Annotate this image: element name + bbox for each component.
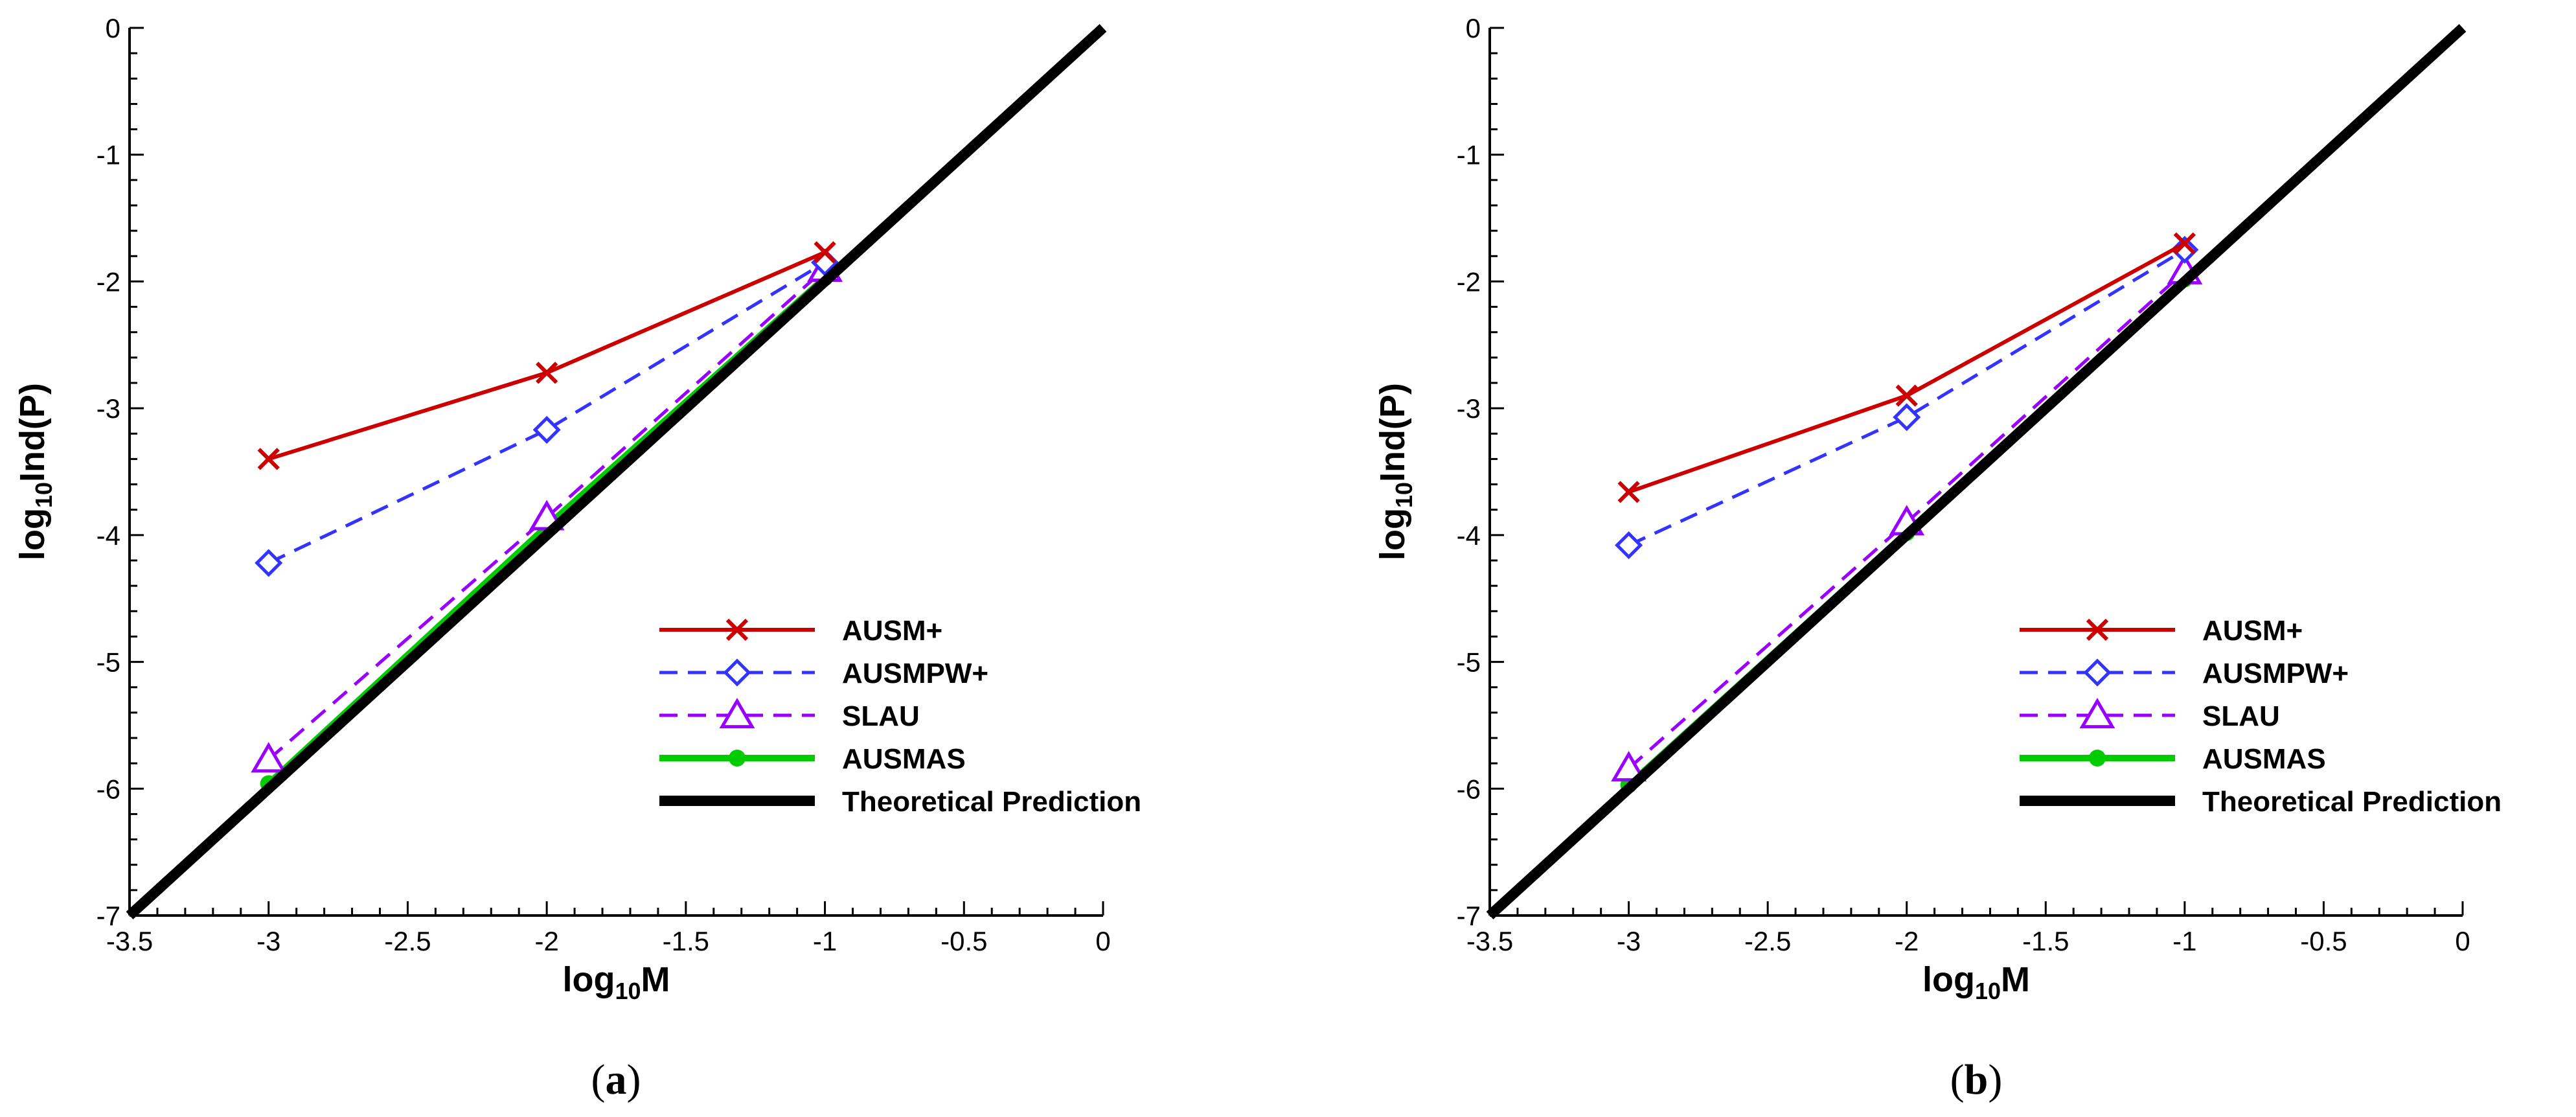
y-tick-label: -4 bbox=[1457, 520, 1481, 551]
y-tick-label: 0 bbox=[1466, 13, 1481, 43]
data-point-ausm bbox=[2173, 232, 2196, 255]
legend-marker-ausmpw bbox=[2083, 658, 2112, 687]
data-point-ausm bbox=[1895, 384, 1918, 407]
x-tick-label: 0 bbox=[1095, 926, 1110, 956]
x-tick-label: -1.5 bbox=[2022, 926, 2069, 956]
legend-marker-ausmpw bbox=[723, 658, 751, 687]
x-tick-label: -3 bbox=[1617, 926, 1641, 956]
legend: AUSM+ AUSMPW+ SLAU AUSMAS Theoretical Predic… bbox=[659, 615, 1141, 818]
legend-marker-ausmas bbox=[2089, 750, 2106, 766]
data-point-slau bbox=[251, 742, 287, 773]
y-tick-label: -2 bbox=[1457, 266, 1481, 297]
legend-label-theoretical-prediction: Theoretical Prediction bbox=[2202, 786, 2502, 818]
series-line-slau bbox=[268, 267, 826, 761]
y-tick-label: -7 bbox=[97, 901, 120, 931]
legend-marker-slau bbox=[2079, 698, 2115, 729]
y-tick-label: -6 bbox=[1457, 774, 1481, 804]
x-tick-label: -2.5 bbox=[1744, 926, 1791, 956]
series-line-theoretical-prediction bbox=[1486, 24, 2467, 919]
legend-label-theoretical-prediction: Theoretical Prediction bbox=[842, 786, 1141, 818]
legend-label-ausm: AUSM+ bbox=[2202, 615, 2303, 647]
data-point-ausmpw bbox=[1615, 531, 1643, 560]
y-tick-label: -1 bbox=[1457, 140, 1481, 170]
x-tick-label: -3.5 bbox=[1466, 926, 1513, 956]
x-tick-label: -2 bbox=[534, 926, 558, 956]
x-tick-label: -1 bbox=[813, 926, 837, 956]
legend-marker-ausm bbox=[725, 618, 749, 641]
y-tick-label: -7 bbox=[1457, 901, 1481, 931]
x-tick-label: -2.5 bbox=[384, 926, 431, 956]
x-tick-label: -2 bbox=[1895, 926, 1919, 956]
x-tick-label: -0.5 bbox=[2300, 926, 2347, 956]
y-axis-title: log10Ind(P) bbox=[1373, 383, 1417, 560]
data-point-ausmpw bbox=[1893, 403, 1921, 432]
legend-label-slau: SLAU bbox=[842, 700, 920, 732]
x-axis-title: log10M bbox=[1922, 960, 2030, 1004]
x-tick-label: -1.5 bbox=[663, 926, 709, 956]
series-line-theoretical-prediction bbox=[126, 24, 1107, 919]
chart-panel-a: 0 -1 -2 -3 -4 -5 -6 -7-3.5 -3 -2.5 -2 -1.5 -1 -0.5 0 lo… bbox=[13, 13, 1141, 1103]
y-tick-label: -3 bbox=[97, 393, 120, 424]
y-axis-title: log10Ind(P) bbox=[13, 383, 57, 560]
data-point-ausm bbox=[814, 241, 836, 264]
data-point-ausmpw bbox=[255, 549, 283, 577]
series-line-ausmpw bbox=[268, 260, 826, 565]
x-axis-title: log10M bbox=[562, 960, 670, 1004]
legend: AUSM+ AUSMPW+ SLAU AUSMAS Theoretical Predic… bbox=[2020, 615, 2502, 818]
y-tick-label: -2 bbox=[97, 266, 120, 297]
panel-label: (b) bbox=[1950, 1056, 2003, 1103]
legend-marker-ausm bbox=[2086, 618, 2109, 641]
x-tick-label: -1 bbox=[2172, 926, 2196, 956]
legend-label-slau: SLAU bbox=[2202, 700, 2280, 732]
x-tick-label: -3 bbox=[256, 926, 280, 956]
x-tick-label: -3.5 bbox=[106, 926, 153, 956]
legend-label-ausm: AUSM+ bbox=[842, 615, 942, 647]
legend-label-ausmas: AUSMAS bbox=[2202, 743, 2326, 775]
chart-panel-b: 0 -1 -2 -3 -4 -5 -6 -7-3.5 -3 -2.5 -2 -1.5 -1 -0.5 0 lo… bbox=[1373, 13, 2502, 1103]
y-tick-label: -5 bbox=[97, 647, 120, 678]
legend-marker-ausmas bbox=[729, 750, 746, 766]
y-tick-label: -4 bbox=[97, 520, 120, 551]
y-tick-label: -3 bbox=[1457, 393, 1481, 424]
y-tick-label: -1 bbox=[97, 140, 120, 170]
data-point-slau bbox=[1611, 751, 1647, 782]
x-tick-label: -0.5 bbox=[940, 926, 987, 956]
data-point-ausm bbox=[257, 448, 280, 470]
legend-label-ausmpw: AUSMPW+ bbox=[842, 658, 988, 689]
y-tick-label: 0 bbox=[106, 13, 120, 43]
data-point-ausm bbox=[536, 362, 558, 384]
data-point-ausmpw bbox=[532, 415, 561, 444]
legend-label-ausmpw: AUSMPW+ bbox=[2202, 658, 2349, 689]
legend-marker-slau bbox=[719, 698, 755, 729]
data-point-ausm bbox=[1617, 481, 1640, 503]
panel-label: (a) bbox=[591, 1056, 641, 1103]
y-tick-label: -5 bbox=[1457, 647, 1481, 678]
x-tick-label: 0 bbox=[2455, 926, 2470, 956]
series-line-ausm bbox=[1628, 242, 2186, 494]
series-line-ausmpw bbox=[1628, 248, 2186, 547]
legend-label-ausmas: AUSMAS bbox=[842, 743, 966, 775]
y-tick-label: -6 bbox=[97, 774, 120, 804]
